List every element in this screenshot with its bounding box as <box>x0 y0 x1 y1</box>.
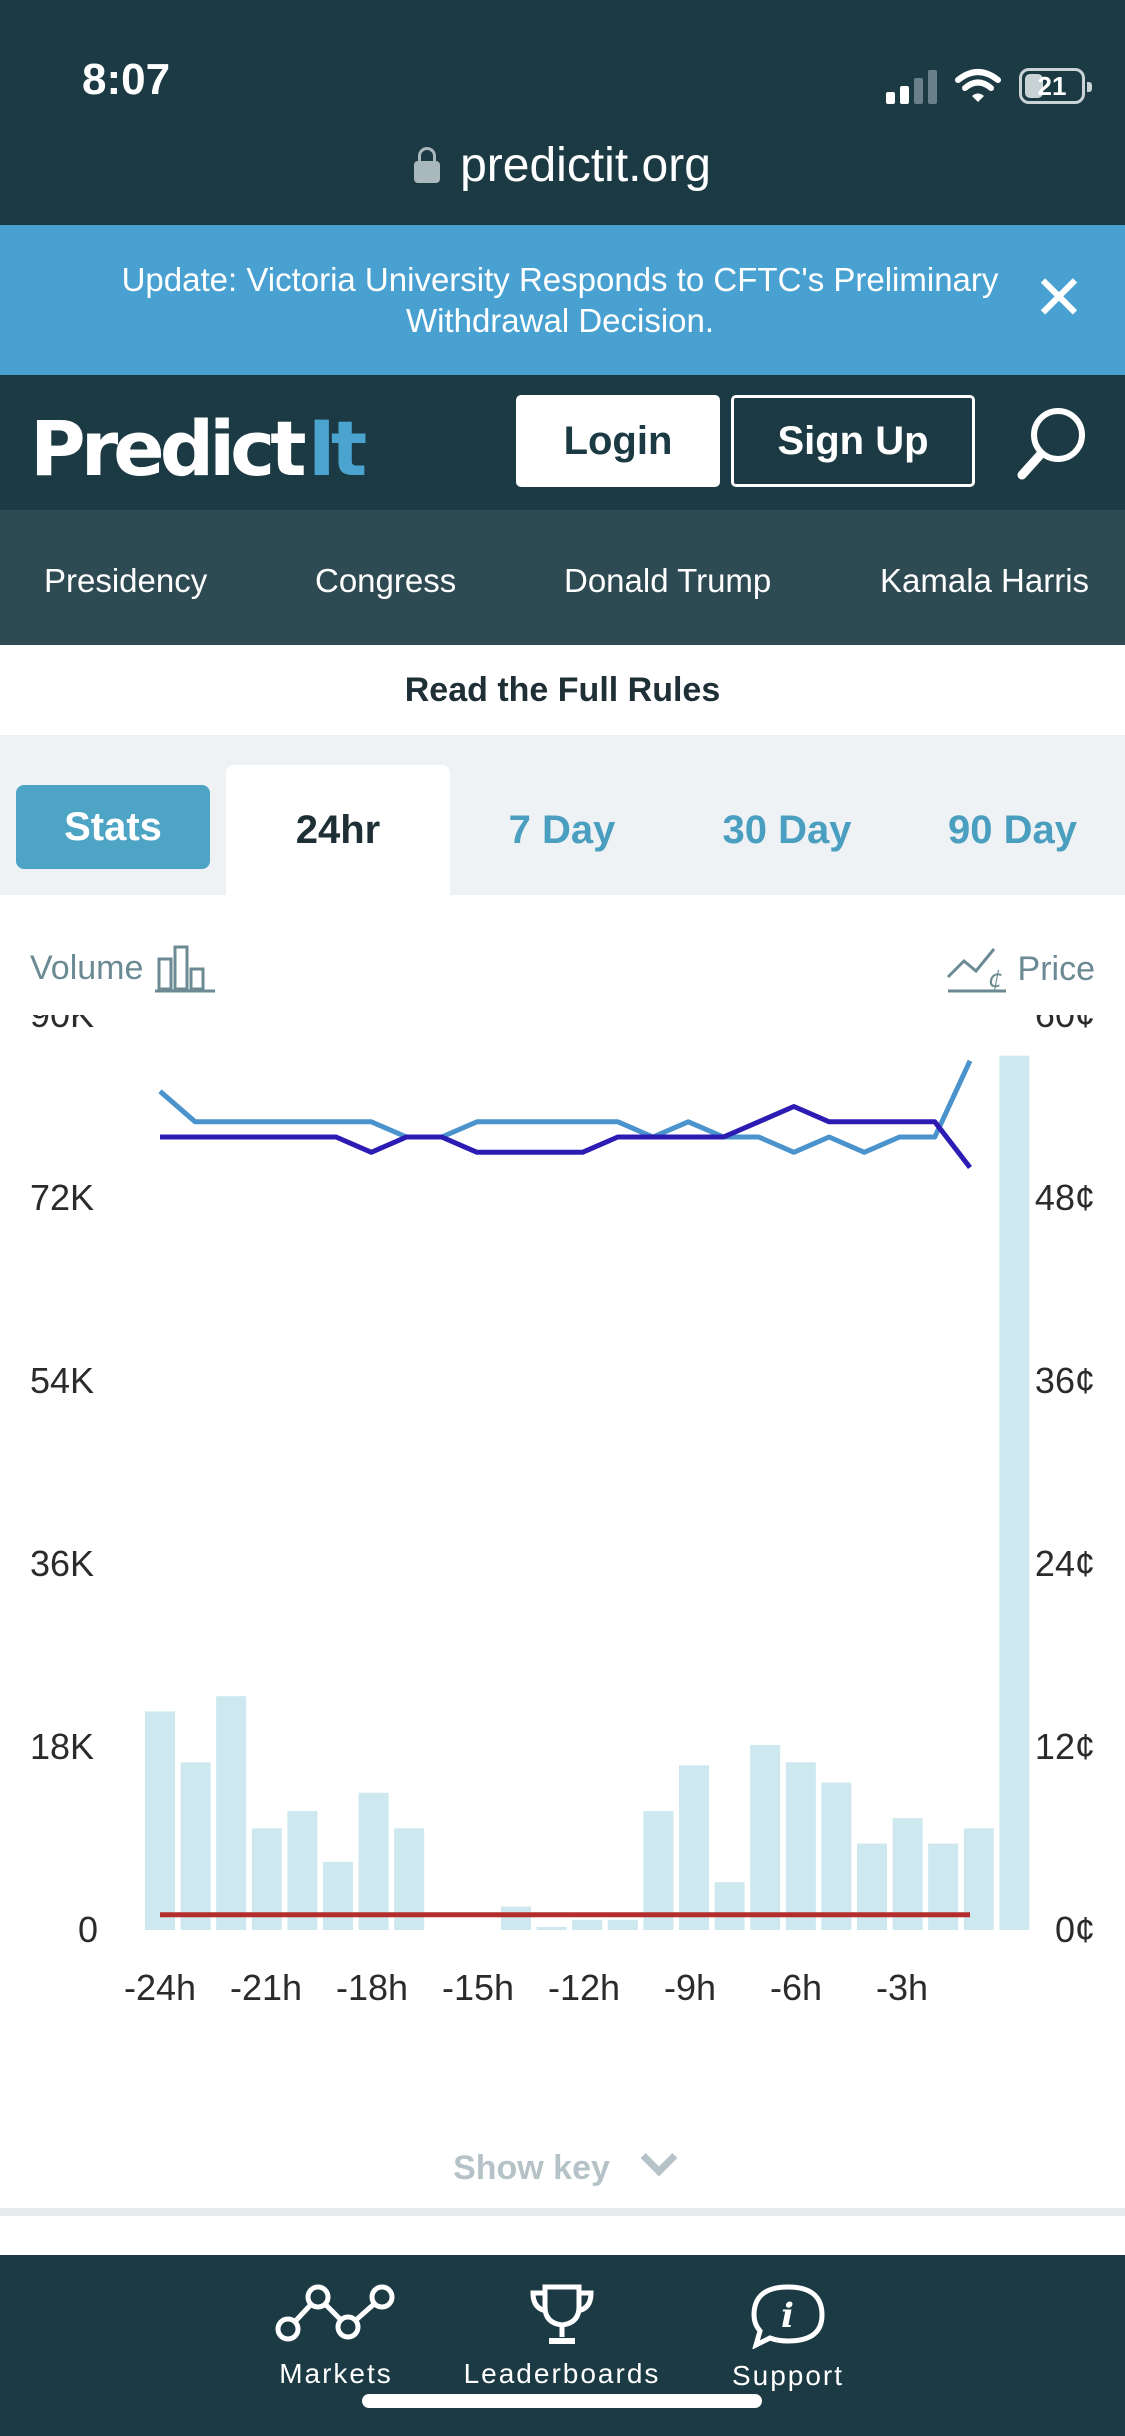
lock-icon <box>414 147 441 183</box>
nav-item-congress[interactable]: Congress <box>315 562 457 599</box>
info-chat-icon: i <box>751 2284 825 2350</box>
close-icon[interactable]: ✕ <box>1033 264 1085 333</box>
clock: 8:07 <box>82 55 171 104</box>
nav-item-presidency[interactable]: Presidency <box>44 562 208 599</box>
bar-chart-icon <box>155 945 216 993</box>
volume-toggle[interactable]: Volume <box>30 943 216 993</box>
bottom-nav-leaderboards[interactable]: Leaderboards <box>452 2283 672 2390</box>
y-left-tick-label: 72K <box>30 1177 94 1218</box>
tab-24hr[interactable]: 24hr <box>226 765 450 895</box>
signup-button[interactable]: Sign Up <box>731 395 975 487</box>
svg-text:i: i <box>781 2296 794 2336</box>
volume-label: Volume <box>30 948 144 987</box>
banner-text[interactable]: Update: Victoria University Responds to … <box>121 261 999 339</box>
y-left-tick-label: 90K <box>30 1015 94 1035</box>
address-bar[interactable]: predictit.org <box>0 138 1125 193</box>
bottom-nav-support[interactable]: i Support <box>678 2283 898 2392</box>
volume-bar <box>821 1782 852 1930</box>
chart-canvas[interactable]: 90K 72K 54K 36K 18K 0 60¢ 48¢ 36¢ 24¢ 12¢ 0¢ -24h -21… <box>0 1015 1125 2125</box>
show-key-toggle[interactable]: Show key <box>0 2139 1125 2188</box>
url-text: predictit.org <box>460 139 711 192</box>
volume-bar <box>145 1711 175 1930</box>
support-label: Support <box>731 2360 845 2391</box>
volume-bar <box>679 1765 709 1930</box>
stats-button[interactable]: Stats <box>16 785 210 869</box>
volume-bar <box>358 1792 389 1930</box>
volume-bar <box>607 1919 638 1930</box>
y-left-tick-label: 36K <box>30 1543 94 1584</box>
chevron-down-icon <box>640 2139 678 2177</box>
volume-bar <box>572 1919 603 1930</box>
svg-text:¢: ¢ <box>988 965 1003 993</box>
price-chart-icon: ¢ <box>946 948 1006 993</box>
bottom-nav-markets[interactable]: Markets <box>226 2283 446 2390</box>
price-toggle[interactable]: ¢ Price <box>946 943 1095 995</box>
bottom-nav: Markets Leaderboards i Support <box>0 2255 1125 2436</box>
volume-bar <box>287 1811 318 1930</box>
login-button[interactable]: Login <box>516 395 720 487</box>
status-bar: 8:07 21 predictit.org <box>0 0 1125 225</box>
tab-7-day[interactable]: 7 Day <box>508 808 616 852</box>
price-volume-chart: Volume ¢ Price 90K 72K 54K 36K 18K 0 60¢ 48¢ 36¢… <box>0 895 1125 2210</box>
price-label: Price <box>1017 949 1095 988</box>
show-key-label: Show key <box>453 2149 610 2187</box>
x-tick-label: -15h <box>442 1967 514 2008</box>
x-tick-label: -3h <box>876 1967 928 2008</box>
volume-bar <box>501 1906 531 1930</box>
y-right-tick-label: 36¢ <box>1035 1360 1095 1401</box>
x-tick-label: -18h <box>336 1967 408 2008</box>
site-header: PredictIt Login Sign Up <box>0 375 1125 510</box>
update-banner: Update: Victoria University Responds to … <box>0 225 1125 375</box>
read-full-rules-link[interactable]: Read the Full Rules <box>0 645 1125 735</box>
y-right-tick-label: 48¢ <box>1035 1177 1095 1218</box>
x-tick-label: -6h <box>770 1967 822 2008</box>
markets-icon <box>275 2284 395 2342</box>
volume-bar <box>216 1696 247 1930</box>
logo-accent: It <box>307 404 368 493</box>
markets-label: Markets <box>279 2358 393 2389</box>
y-right-tick-label: 60¢ <box>1035 1015 1095 1035</box>
tab-30-day[interactable]: 30 Day <box>722 808 852 852</box>
y-right-tick-label: 0¢ <box>1055 1909 1095 1950</box>
leaderboards-label: Leaderboards <box>463 2358 661 2389</box>
x-tick-label: -12h <box>548 1967 620 2008</box>
tab-90-day[interactable]: 90 Day <box>948 808 1077 852</box>
price-line-series-2 <box>160 1104 972 1170</box>
y-left-tick-label: 18K <box>30 1726 94 1767</box>
search-icon[interactable] <box>1012 403 1092 483</box>
y-right-tick-label: 12¢ <box>1035 1726 1095 1767</box>
nav-item-kamala-harris[interactable]: Kamala Harris <box>880 562 1090 599</box>
x-tick-label: -24h <box>124 1967 196 2008</box>
price-line-series-1 <box>158 1059 973 1155</box>
trophy-icon <box>530 2284 594 2344</box>
y-left-tick-label: 0 <box>78 1909 98 1950</box>
volume-bar <box>785 1762 816 1930</box>
volume-bar <box>892 1818 923 1930</box>
status-icons: 21 <box>886 58 1092 104</box>
y-right-tick-label: 24¢ <box>1035 1543 1095 1584</box>
section-divider <box>0 2208 1125 2216</box>
volume-bar <box>180 1762 211 1930</box>
chart-tabs: Stats 24hr 7 Day 30 Day 90 Day <box>0 735 1125 895</box>
cellular-signal-icon <box>886 68 937 104</box>
volume-bar <box>714 1882 745 1930</box>
volume-bar <box>999 1055 1030 1930</box>
volume-bar <box>643 1811 674 1930</box>
predictit-logo[interactable]: PredictIt <box>30 410 367 488</box>
volume-bar <box>536 1926 567 1930</box>
logo-main: Predict <box>30 404 307 493</box>
y-left-tick-label: 54K <box>30 1360 94 1401</box>
home-indicator <box>362 2394 762 2408</box>
x-tick-label: -9h <box>664 1967 716 2008</box>
battery-icon: 21 <box>1019 68 1092 104</box>
volume-bar <box>323 1861 353 1930</box>
x-tick-label: -21h <box>230 1967 302 2008</box>
category-nav: Presidency Congress Donald Trump Kamala … <box>0 510 1125 645</box>
volume-bar <box>750 1744 781 1930</box>
nav-item-donald-trump[interactable]: Donald Trump <box>564 562 772 599</box>
wifi-icon <box>955 69 1001 102</box>
